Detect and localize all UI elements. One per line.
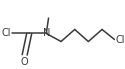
Text: Cl: Cl xyxy=(2,28,11,39)
Text: O: O xyxy=(21,57,28,67)
Text: Cl: Cl xyxy=(116,34,125,45)
Text: N: N xyxy=(43,28,50,39)
